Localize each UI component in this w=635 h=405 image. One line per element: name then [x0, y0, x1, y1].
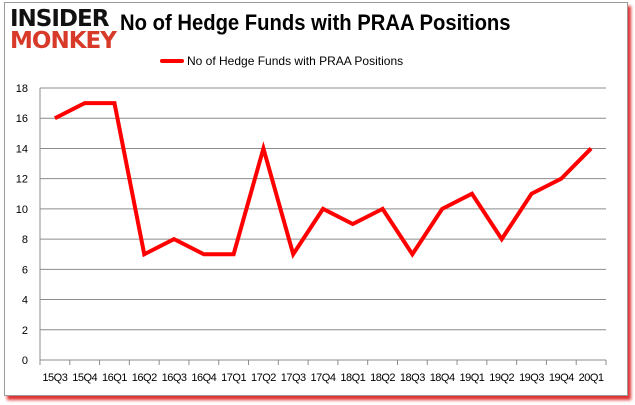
x-tick-label: 18Q4 — [430, 372, 455, 384]
x-tick-label: 15Q4 — [72, 372, 97, 384]
x-tick-label: 18Q3 — [400, 372, 425, 384]
x-tick-label: 17Q1 — [221, 372, 246, 384]
x-tick-label: 18Q2 — [370, 372, 395, 384]
legend-swatch — [160, 59, 184, 63]
x-tick-label: 18Q1 — [340, 372, 365, 384]
x-tick-label: 20Q1 — [579, 372, 604, 384]
logo-line1: INSIDER — [10, 6, 109, 32]
x-tick-label: 16Q4 — [191, 372, 216, 384]
y-tick-label: 0 — [22, 355, 28, 367]
x-tick-label: 17Q3 — [281, 372, 306, 384]
legend-label: No of Hedge Funds with PRAA Positions — [187, 54, 404, 68]
chart-title: No of Hedge Funds with PRAA Positions — [120, 10, 511, 35]
y-tick-label: 16 — [16, 113, 28, 125]
x-tick-label: 17Q4 — [311, 372, 336, 384]
x-tick-label: 19Q4 — [549, 372, 574, 384]
chart-frame — [4, 2, 628, 396]
y-tick-label: 2 — [22, 325, 28, 337]
y-tick-label: 4 — [22, 295, 28, 307]
x-tick-label: 19Q3 — [519, 372, 544, 384]
y-tick-label: 8 — [22, 234, 28, 246]
y-tick-label: 12 — [16, 174, 28, 186]
insider-monkey-logo: INSIDER MONKEY — [10, 6, 120, 54]
x-tick-label: 17Q2 — [251, 372, 276, 384]
y-tick-label: 14 — [16, 143, 28, 155]
x-tick-label: 15Q3 — [42, 372, 67, 384]
y-tick-label: 18 — [16, 83, 28, 95]
x-tick-label: 19Q1 — [459, 372, 484, 384]
logo-line2: MONKEY — [10, 28, 117, 54]
x-tick-label: 19Q2 — [489, 372, 514, 384]
y-tick-label: 6 — [22, 264, 28, 276]
x-tick-label: 16Q2 — [132, 372, 157, 384]
x-tick-label: 16Q1 — [102, 372, 127, 384]
x-tick-label: 16Q3 — [162, 372, 187, 384]
legend: No of Hedge Funds with PRAA Positions — [160, 54, 403, 68]
y-tick-label: 10 — [16, 204, 28, 216]
